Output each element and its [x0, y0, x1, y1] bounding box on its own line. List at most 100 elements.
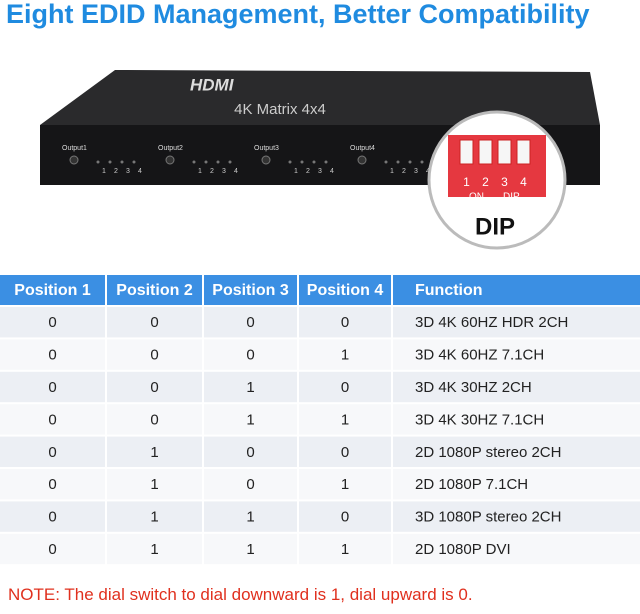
cell	[107, 436, 202, 467]
cell-text: 2D 1080P 7.1CH	[415, 476, 528, 493]
led	[120, 160, 124, 164]
led	[228, 160, 232, 164]
port-number: 2	[114, 168, 118, 175]
output-button	[165, 155, 175, 165]
port-number: 1	[102, 168, 106, 175]
switch-number: 1	[463, 175, 470, 189]
cell-text: 1	[341, 541, 349, 558]
port-number: 1	[198, 168, 202, 175]
led	[192, 160, 196, 164]
cell-text: 0	[48, 541, 56, 558]
output-label: Output2	[158, 145, 183, 152]
cell	[204, 339, 297, 370]
port-number: 3	[318, 168, 322, 175]
led	[132, 160, 136, 164]
switch-number: 2	[482, 175, 489, 189]
header-text: Position 1	[14, 282, 91, 299]
cell	[0, 501, 105, 532]
header-cell	[204, 275, 297, 305]
cell-text: 2D 1080P stereo 2CH	[415, 444, 561, 461]
dip-on: ON	[469, 192, 484, 203]
cell	[0, 404, 105, 435]
port-number: 4	[330, 168, 334, 175]
cell-text: 1	[341, 411, 349, 428]
output-button	[357, 155, 367, 165]
cell-text: 3D 4K 30HZ 2CH	[415, 379, 532, 396]
title: Eight EDID Management, Better Compatibil…	[6, 0, 590, 29]
switch	[459, 139, 474, 165]
led	[384, 160, 388, 164]
cell-text: 3D 1080P stereo 2CH	[415, 509, 561, 526]
header-cell	[107, 275, 202, 305]
port-number: 4	[234, 168, 238, 175]
cell-text: 0	[246, 476, 254, 493]
cell	[204, 436, 297, 467]
cell-text: 1	[246, 411, 254, 428]
cell-text: 0	[341, 379, 349, 396]
output-label: Output4	[350, 145, 375, 152]
cell	[393, 371, 640, 403]
cell-text: 0	[246, 444, 254, 461]
led	[324, 160, 328, 164]
cell	[0, 307, 105, 338]
switch	[516, 139, 531, 165]
switch-number: 4	[520, 175, 527, 189]
cell-text: 0	[150, 379, 158, 396]
header-cell	[393, 275, 640, 305]
output-label: Output3	[254, 145, 279, 152]
led	[288, 160, 292, 164]
header-text: Position 3	[212, 282, 289, 299]
cell	[393, 501, 640, 532]
led	[408, 160, 412, 164]
cell-text: 1	[246, 541, 254, 558]
cell-text: 0	[341, 509, 349, 526]
cell-text: 0	[48, 476, 56, 493]
header-cell	[0, 275, 105, 305]
cell-text: 2D 1080P DVI	[415, 541, 511, 558]
header-text: Position 2	[116, 282, 193, 299]
cell	[299, 436, 391, 467]
cell	[393, 404, 640, 435]
cell	[0, 436, 105, 467]
note-label: NOTE:	[8, 585, 60, 604]
cell-text: 1	[341, 347, 349, 364]
cell-text: 3D 4K 60HZ 7.1CH	[415, 347, 544, 364]
cell-text: 0	[48, 379, 56, 396]
header-text: Function	[415, 282, 483, 299]
port-number: 4	[426, 168, 430, 175]
logo: HDMI	[190, 75, 235, 94]
cell	[107, 501, 202, 532]
output-button	[69, 155, 79, 165]
dip-small: DIP	[503, 192, 520, 203]
note: NOTE: The dial switch to dial downward i…	[8, 585, 473, 604]
cell-text: 0	[48, 444, 56, 461]
cell	[299, 469, 391, 500]
cell-text: 1	[150, 541, 158, 558]
led	[300, 160, 304, 164]
cell	[204, 469, 297, 500]
cell-text: 1	[150, 476, 158, 493]
cell	[299, 404, 391, 435]
cell	[393, 436, 640, 467]
device-top	[40, 70, 600, 125]
cell	[107, 307, 202, 338]
cell	[393, 339, 640, 370]
cell	[204, 533, 297, 565]
cell-text: 0	[150, 314, 158, 331]
cell	[0, 339, 105, 370]
cell	[299, 501, 391, 532]
cell	[299, 339, 391, 370]
switch	[497, 139, 512, 165]
cell	[299, 371, 391, 403]
cell	[393, 307, 640, 338]
cell	[393, 533, 640, 565]
cell-text: 0	[150, 411, 158, 428]
cell	[204, 371, 297, 403]
output-button	[261, 155, 271, 165]
cell-text: 1	[246, 509, 254, 526]
led	[420, 160, 424, 164]
cell	[0, 371, 105, 403]
cell-text: 0	[246, 347, 254, 364]
port-number: 3	[222, 168, 226, 175]
